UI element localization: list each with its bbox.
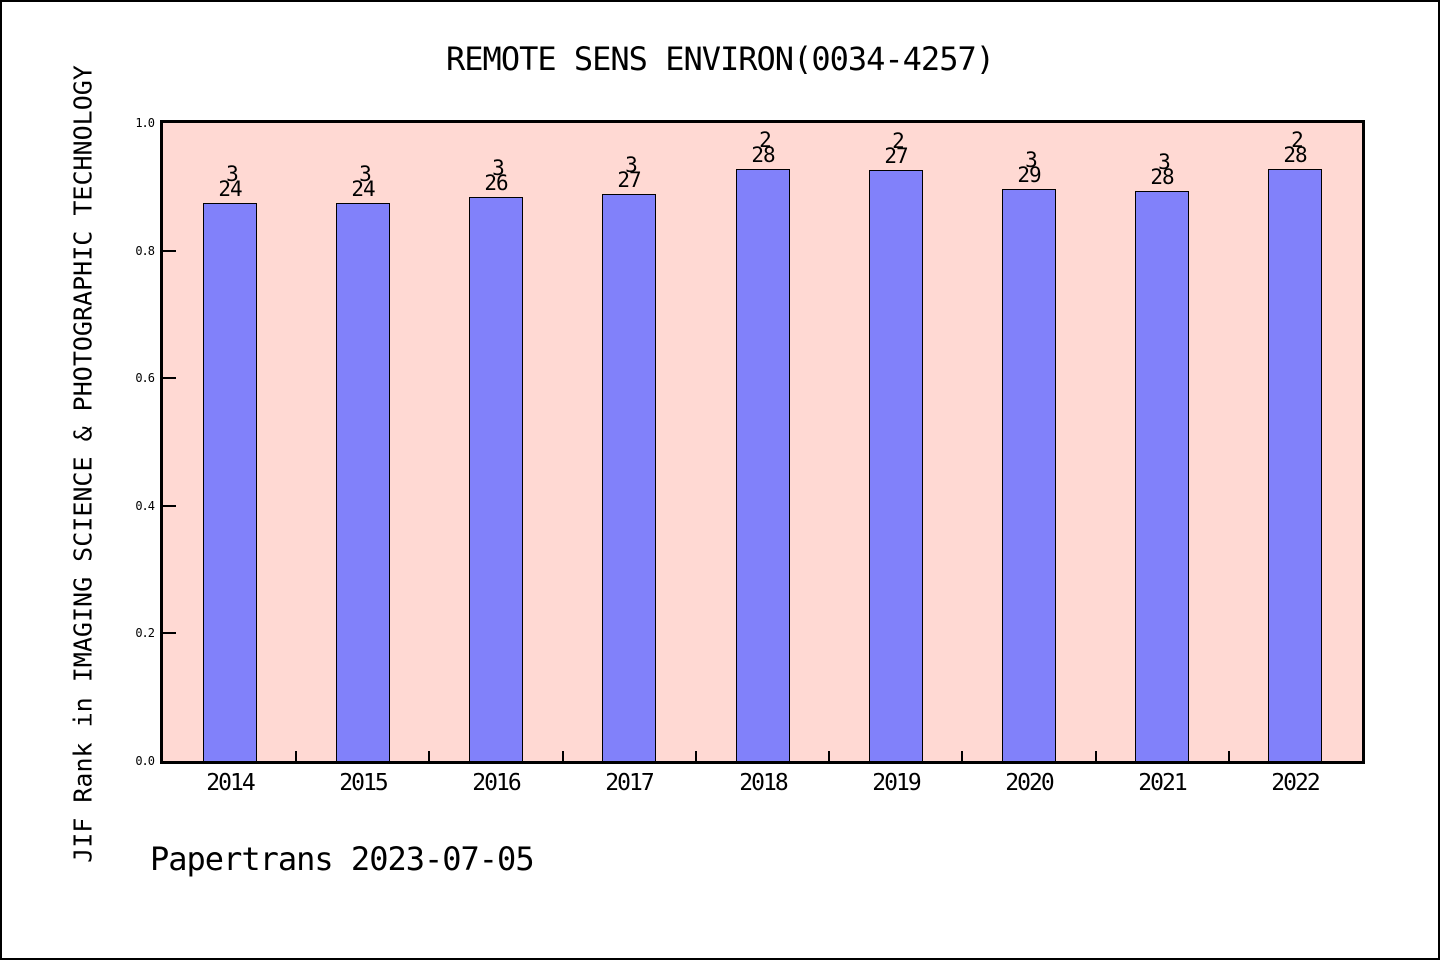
y-tick-label: 0.4 — [135, 499, 155, 513]
x-tick-label-2014: 2014 — [206, 770, 255, 796]
bar-value-label: 3 26 — [451, 156, 541, 195]
bar-rank-numerator: 3 — [226, 162, 239, 186]
bar-value-label: 3 27 — [584, 153, 674, 192]
bar-2018 — [736, 169, 790, 761]
bar-2016 — [469, 197, 523, 761]
x-tick-label-2015: 2015 — [339, 770, 388, 796]
bar-rank-denominator: 27 — [617, 168, 641, 192]
bar-value-label: 3 24 — [318, 162, 408, 201]
bar-rank-numerator: 3 — [1025, 148, 1038, 172]
x-minor-tick — [1228, 751, 1230, 761]
x-minor-tick — [295, 751, 297, 761]
plot-area: 3 24 3 24 3 26 3 27 2 28 2 27 3 29 3 28 2 28 — [160, 120, 1365, 764]
bar-value-label: 3 24 — [185, 162, 275, 201]
y-tick-label: 0.0 — [135, 754, 155, 768]
bar-2017 — [602, 194, 656, 761]
bar-2022 — [1268, 169, 1322, 761]
x-tick-label-2018: 2018 — [739, 770, 788, 796]
bar-rank-numerator: 2 — [892, 129, 905, 153]
y-tick-label: 0.8 — [135, 244, 155, 258]
bar-2015 — [336, 203, 390, 761]
bar-value-label: 3 29 — [984, 148, 1074, 187]
chart-title: REMOTE SENS ENVIRON(0034-4257) — [446, 40, 995, 78]
x-minor-tick — [562, 751, 564, 761]
y-tick-label: 0.6 — [135, 371, 155, 385]
bar-rank-numerator: 3 — [492, 156, 505, 180]
y-tick-label: 0.2 — [135, 626, 155, 640]
bar-2020 — [1002, 189, 1056, 761]
x-minor-tick — [1095, 751, 1097, 761]
bar-rank-denominator: 29 — [1017, 163, 1041, 187]
x-tick-label-2016: 2016 — [472, 770, 521, 796]
y-tick — [163, 505, 176, 507]
bar-rank-denominator: 24 — [351, 177, 375, 201]
x-minor-tick — [961, 751, 963, 761]
x-minor-tick — [695, 751, 697, 761]
bar-value-label: 2 27 — [851, 129, 941, 168]
x-tick-label-2019: 2019 — [872, 770, 921, 796]
bar-rank-denominator: 28 — [751, 143, 775, 167]
bar-rank-denominator: 24 — [218, 177, 242, 201]
y-tick — [163, 377, 176, 379]
x-tick-label-2022: 2022 — [1271, 770, 1320, 796]
y-axis-label: JIF Rank in IMAGING SCIENCE & PHOTOGRAPH… — [68, 65, 98, 863]
bar-2021 — [1135, 191, 1189, 761]
x-minor-tick — [428, 751, 430, 761]
bar-rank-numerator: 3 — [359, 162, 372, 186]
y-tick — [163, 250, 176, 252]
footer-text: Papertrans 2023-07-05 — [150, 840, 535, 878]
bar-rank-numerator: 3 — [625, 153, 638, 177]
bar-rank-denominator: 27 — [884, 144, 908, 168]
x-tick-label-2020: 2020 — [1005, 770, 1054, 796]
y-tick-label: 1.0 — [135, 116, 155, 130]
bar-2014 — [203, 203, 257, 761]
bar-rank-numerator: 2 — [759, 128, 772, 152]
y-tick — [163, 632, 176, 634]
x-minor-tick — [828, 751, 830, 761]
bar-value-label: 2 28 — [1250, 128, 1340, 167]
bar-rank-numerator: 3 — [1158, 150, 1171, 174]
bar-rank-denominator: 28 — [1283, 143, 1307, 167]
bar-2019 — [869, 170, 923, 761]
x-tick-label-2017: 2017 — [605, 770, 654, 796]
x-tick-label-2021: 2021 — [1138, 770, 1187, 796]
bar-rank-denominator: 28 — [1150, 165, 1174, 189]
bar-value-label: 2 28 — [718, 128, 808, 167]
bar-rank-numerator: 2 — [1291, 128, 1304, 152]
bar-value-label: 3 28 — [1117, 150, 1207, 189]
bar-rank-denominator: 26 — [484, 171, 508, 195]
